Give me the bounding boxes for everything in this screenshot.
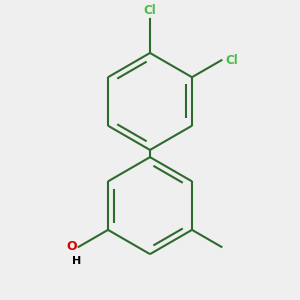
Text: Cl: Cl [225, 54, 238, 67]
Text: H: H [72, 256, 81, 266]
Text: O: O [66, 240, 77, 253]
Text: Cl: Cl [144, 4, 156, 17]
